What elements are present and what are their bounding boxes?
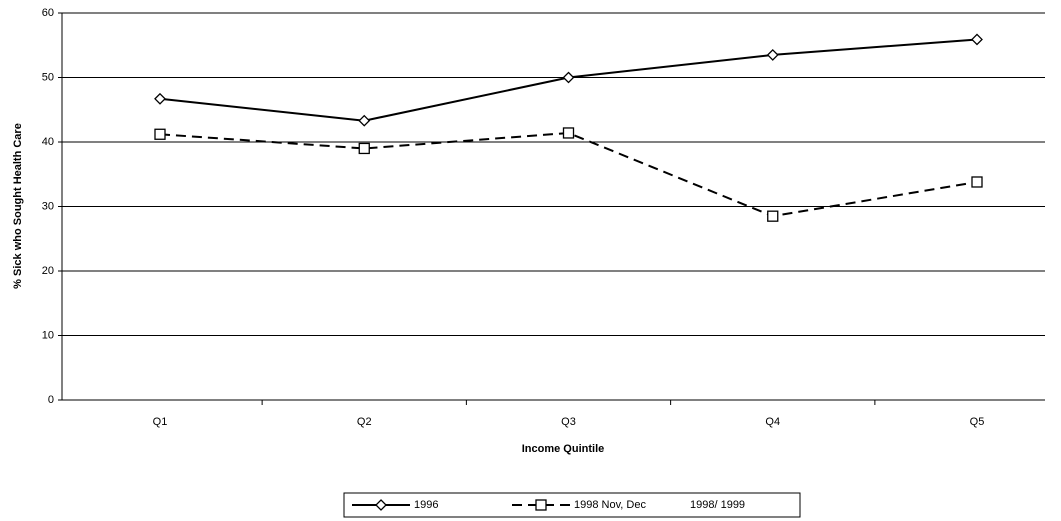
x-tick-label: Q5: [970, 416, 985, 428]
x-tick-label: Q1: [153, 416, 168, 428]
marker: [535, 499, 547, 511]
marker: [358, 142, 370, 155]
marker: [375, 499, 387, 511]
y-tick-label: 0: [48, 394, 54, 406]
marker: [562, 127, 575, 139]
legend-label: 1996: [414, 499, 438, 511]
marker: [358, 114, 371, 127]
series-line: [159, 131, 978, 218]
y-tick-label: 30: [42, 200, 54, 212]
marker: [154, 128, 166, 140]
marker: [766, 49, 779, 61]
y-tick-label: 20: [42, 265, 54, 277]
marker: [971, 33, 983, 46]
y-tick-label: 40: [42, 136, 54, 148]
marker: [767, 210, 779, 222]
marker: [562, 71, 575, 84]
x-axis-title: Income Quintile: [522, 443, 605, 455]
marker: [154, 92, 166, 105]
y-tick-label: 60: [42, 7, 54, 19]
legend-label: 1998 Nov, Dec: [574, 499, 646, 511]
y-tick-label: 50: [42, 71, 54, 83]
x-tick-label: Q4: [765, 416, 780, 428]
legend-box: [343, 492, 801, 518]
marker: [971, 176, 983, 188]
y-tick-label: 10: [42, 329, 54, 341]
legend-label: 1998/ 1999: [690, 499, 745, 511]
x-tick-label: Q2: [357, 416, 372, 428]
x-tick-label: Q3: [561, 416, 576, 428]
y-axis-title: % Sick who Sought Health Care: [12, 123, 24, 289]
